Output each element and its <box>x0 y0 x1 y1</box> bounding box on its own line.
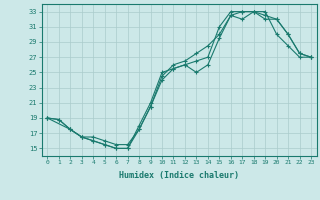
X-axis label: Humidex (Indice chaleur): Humidex (Indice chaleur) <box>119 171 239 180</box>
